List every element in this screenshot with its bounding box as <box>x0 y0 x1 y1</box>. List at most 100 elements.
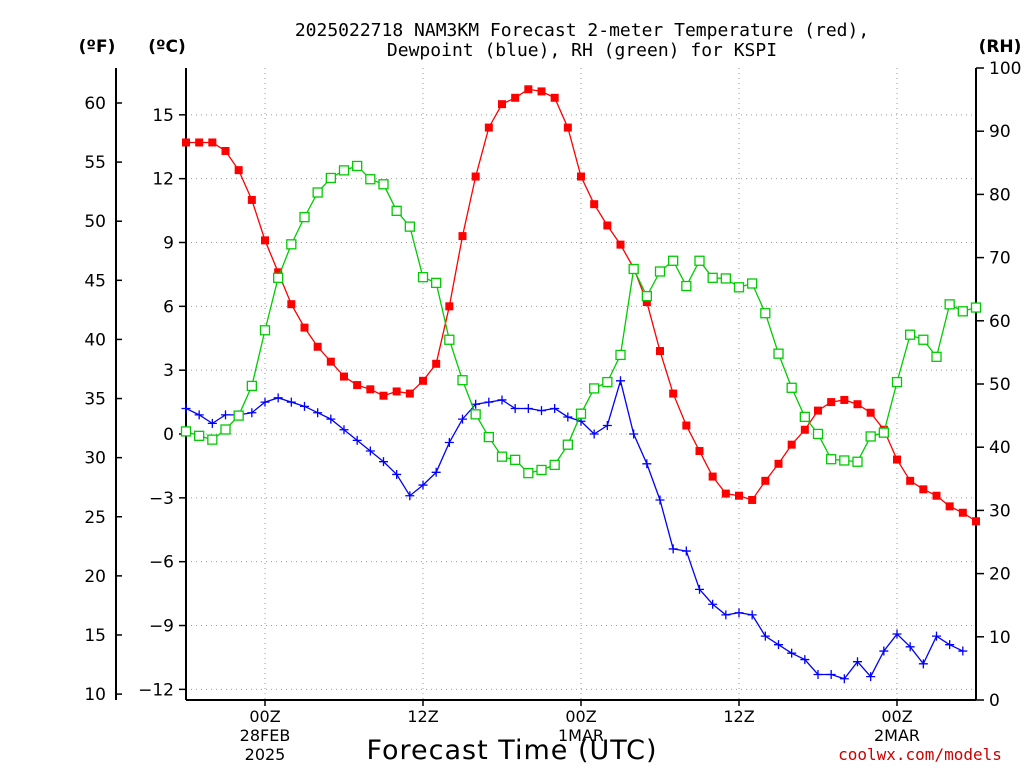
rh-point <box>220 424 231 435</box>
grid-lines <box>186 68 976 700</box>
dewpoint-point <box>932 631 941 641</box>
rh-point <box>654 266 666 277</box>
rh-point <box>799 411 810 423</box>
temperature-point <box>800 425 809 434</box>
temperature-point <box>379 391 388 400</box>
rh-point <box>496 451 508 462</box>
rh-point <box>457 375 468 386</box>
dewpoint-point <box>800 655 810 665</box>
dewpoint-point <box>523 403 533 413</box>
dewpoint-point <box>510 403 520 413</box>
rh-tick-label: 90 <box>989 122 1011 142</box>
rh-point <box>207 434 218 445</box>
temperature-point <box>511 93 520 102</box>
dewpoint-point <box>379 457 388 467</box>
temperature-point <box>366 385 375 394</box>
rh-point <box>352 160 363 172</box>
dewpoint-point <box>286 397 296 407</box>
rh-point <box>549 459 560 471</box>
fahrenheit-tick-label: 20 <box>84 567 106 587</box>
rh-point <box>523 467 534 479</box>
dewpoint-point <box>221 410 230 420</box>
dewpoint-point <box>642 459 652 469</box>
dewpoint-point <box>352 435 362 445</box>
x-tick-label: 00Z <box>565 707 596 726</box>
temperature-point <box>682 421 691 430</box>
rh-tick-label: 10 <box>989 628 1011 648</box>
dewpoint-point <box>471 399 481 409</box>
rh-point <box>918 334 929 345</box>
dewpoint-point <box>444 438 454 448</box>
temperature-point <box>353 381 362 390</box>
temperature-point <box>656 347 664 356</box>
x-tick-label: 00Z <box>249 707 280 726</box>
temperature-point <box>735 491 743 500</box>
rh-point <box>812 428 824 440</box>
dewpoint-point <box>392 469 402 479</box>
rh-point <box>628 263 639 275</box>
dewpoint-point <box>313 408 323 418</box>
fahrenheit-tick-label: 15 <box>84 626 106 646</box>
rh-point <box>852 456 863 467</box>
temperature-point <box>261 236 269 245</box>
x-tick-label: 12Z <box>723 707 754 726</box>
temperature-point <box>906 476 915 485</box>
dewpoint-point <box>721 610 731 620</box>
x-tick-date-label: 1MAR <box>558 726 604 745</box>
dewpoint-point <box>247 408 257 418</box>
dewpoint-series <box>181 376 968 684</box>
dewpoint-point <box>945 640 955 650</box>
temperature-point <box>498 100 506 109</box>
rh-point <box>891 376 903 388</box>
dewpoint-point <box>774 640 783 650</box>
rh-point <box>378 179 389 190</box>
fahrenheit-tick-label: 10 <box>84 685 106 705</box>
rh-point <box>312 187 323 198</box>
temperature-point <box>893 455 901 464</box>
temperature-point <box>221 146 230 155</box>
rh-unit-label: (RH) <box>979 37 1022 57</box>
temperature-point <box>458 232 467 241</box>
x-tick-year-label: 2025 <box>245 745 286 764</box>
dewpoint-point <box>958 646 968 656</box>
fahrenheit-unit-label: (ºF) <box>79 37 116 57</box>
dewpoint-point <box>708 599 718 609</box>
dewpoint-point <box>681 546 691 556</box>
rh-point <box>720 273 731 284</box>
temperature-point <box>616 240 625 249</box>
fahrenheit-tick-label: 25 <box>84 508 106 528</box>
chart-axes <box>115 67 984 706</box>
dewpoint-point <box>853 657 862 667</box>
rh-point <box>944 299 955 310</box>
rh-tick-label: 50 <box>989 375 1011 395</box>
rh-point <box>641 291 652 302</box>
rh-point <box>259 325 271 336</box>
celsius-tick-label: −6 <box>149 553 174 573</box>
dewpoint-point <box>194 410 204 420</box>
rh-point <box>404 221 415 232</box>
rh-point <box>826 454 837 465</box>
x-axis-label: Forecast Time (UTC) <box>366 735 657 766</box>
rh-tick-label: 80 <box>989 185 1011 205</box>
dewpoint-point <box>918 659 928 669</box>
rh-point <box>536 464 547 476</box>
rh-point <box>786 382 797 393</box>
dewpoint-point <box>879 646 889 656</box>
temperature-point <box>958 508 967 517</box>
temperature-point <box>761 476 770 485</box>
rh-point <box>575 408 587 419</box>
rh-point <box>246 380 257 392</box>
temperature-point <box>827 398 836 407</box>
dewpoint-point <box>826 669 836 679</box>
dewpoint-point <box>734 608 744 618</box>
rh-series <box>180 160 982 479</box>
dewpoint-point <box>813 669 823 679</box>
temperature-point <box>300 323 309 332</box>
temperature-point <box>721 489 730 498</box>
temperature-point <box>590 200 599 209</box>
rh-tick-label: 30 <box>989 501 1011 521</box>
chart-title: 2025022718 NAM3KM Forecast 2-meter Tempe… <box>295 20 869 41</box>
rh-point <box>668 255 679 266</box>
celsius-tick-label: 15 <box>152 106 174 126</box>
chart-subtitle: Dewpoint (blue), RH (green) for KSPI <box>387 40 777 61</box>
